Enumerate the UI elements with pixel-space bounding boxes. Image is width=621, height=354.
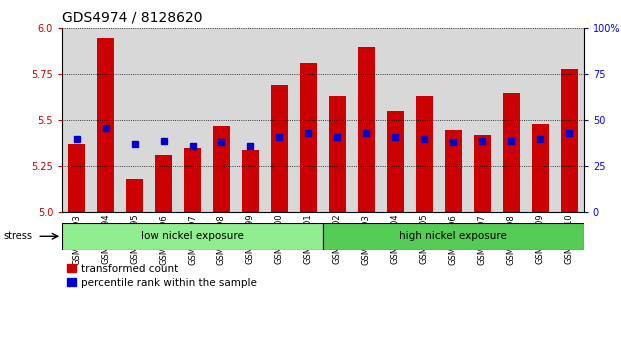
Text: GDS4974 / 8128620: GDS4974 / 8128620 (62, 11, 202, 25)
Bar (62, 28, 91, 212)
Bar (265, 28, 294, 212)
Bar (358, 47, 375, 212)
Bar (555, 28, 584, 212)
Bar (271, 85, 288, 212)
Bar (561, 69, 578, 212)
Bar (502, 93, 520, 212)
Bar (155, 155, 172, 212)
Bar (323, 223, 584, 250)
Bar (387, 111, 404, 212)
Bar (410, 28, 439, 212)
Bar (126, 179, 143, 212)
Bar (207, 28, 236, 212)
Bar (323, 28, 352, 212)
Bar (468, 28, 497, 212)
Bar (329, 96, 346, 212)
Bar (184, 148, 201, 212)
Text: stress: stress (3, 231, 32, 241)
Bar (97, 38, 114, 212)
Text: high nickel exposure: high nickel exposure (399, 231, 507, 241)
Bar (415, 96, 433, 212)
Bar (149, 28, 178, 212)
Text: low nickel exposure: low nickel exposure (141, 231, 244, 241)
Bar (381, 28, 410, 212)
Bar (294, 28, 323, 212)
Bar (213, 126, 230, 212)
Bar (62, 223, 323, 250)
Bar (300, 63, 317, 212)
Bar (532, 124, 549, 212)
Bar (474, 135, 491, 212)
Bar (352, 28, 381, 212)
Bar (91, 28, 120, 212)
Bar (242, 150, 259, 212)
Bar (526, 28, 555, 212)
Bar (178, 28, 207, 212)
Bar (497, 28, 526, 212)
Bar (439, 28, 468, 212)
Bar (120, 28, 149, 212)
Bar (236, 28, 265, 212)
Legend: transformed count, percentile rank within the sample: transformed count, percentile rank withi… (67, 264, 256, 288)
Bar (68, 144, 85, 212)
Bar (445, 130, 462, 212)
